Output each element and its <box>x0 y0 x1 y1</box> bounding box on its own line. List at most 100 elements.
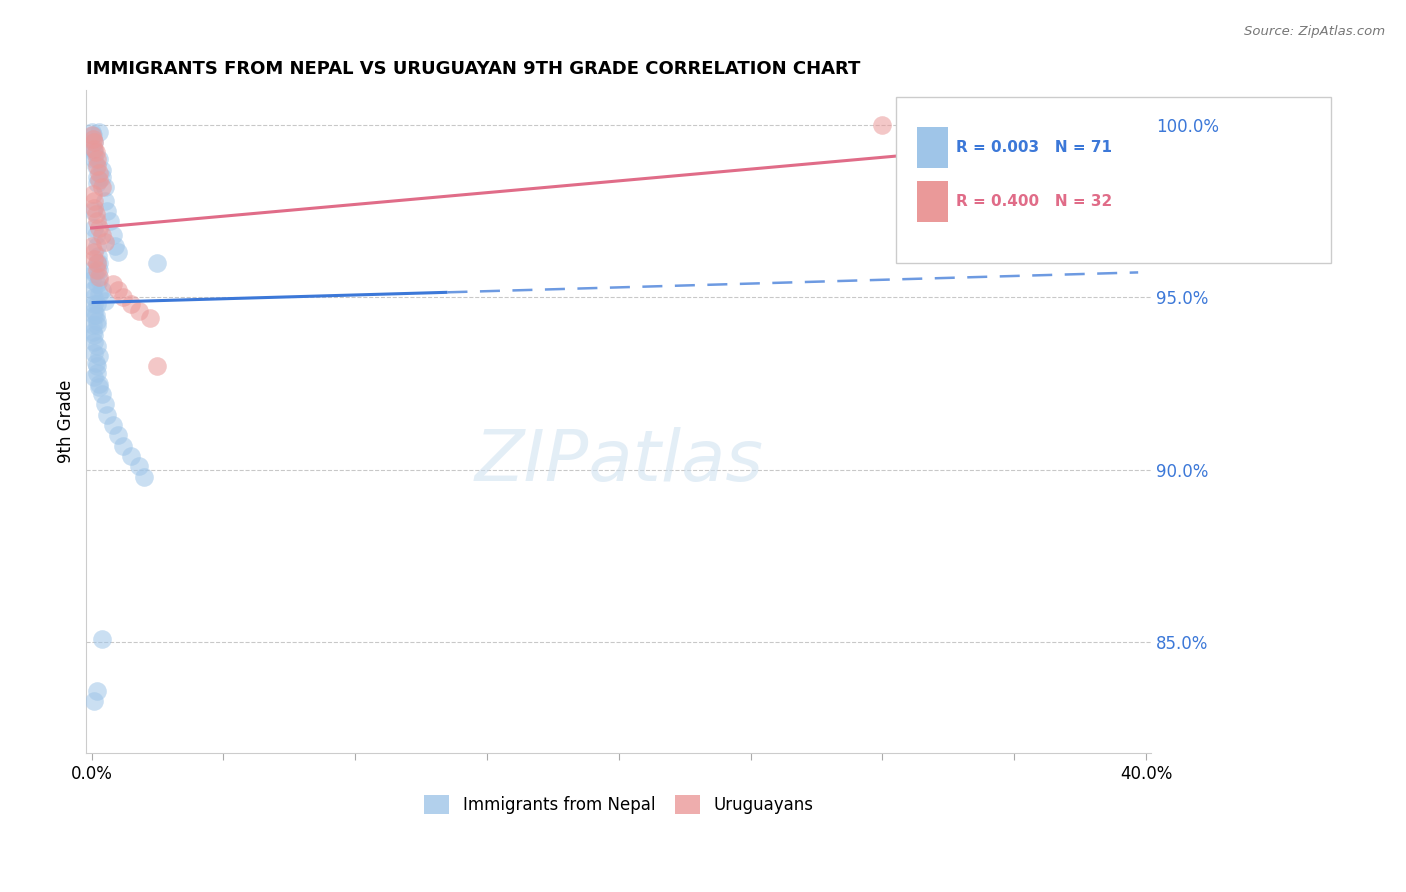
Point <box>83 142 105 156</box>
Point <box>107 428 129 442</box>
Point <box>89 349 111 363</box>
Point <box>83 694 105 708</box>
Point <box>80 128 103 142</box>
Point <box>80 125 103 139</box>
Point <box>86 153 108 167</box>
Point <box>89 221 111 235</box>
Point <box>91 387 114 401</box>
Point <box>82 142 104 156</box>
Point <box>83 153 105 167</box>
Point <box>101 228 124 243</box>
Point <box>86 256 108 270</box>
Point <box>83 245 105 260</box>
Point <box>101 417 124 432</box>
Point <box>86 683 108 698</box>
Point <box>83 304 105 318</box>
Point <box>101 277 124 291</box>
Point <box>82 273 104 287</box>
Point <box>83 252 105 267</box>
Point <box>86 297 108 311</box>
Point <box>83 145 105 160</box>
Point <box>86 318 108 332</box>
Point <box>93 235 115 249</box>
Y-axis label: 9th Grade: 9th Grade <box>58 380 75 463</box>
Point <box>83 290 105 304</box>
Point <box>84 207 107 221</box>
Point <box>84 356 107 370</box>
Point <box>128 459 150 474</box>
Point <box>86 314 108 328</box>
Point <box>86 177 108 191</box>
Point <box>89 173 111 187</box>
Point <box>91 284 114 298</box>
Point <box>134 469 156 483</box>
Point <box>84 159 107 173</box>
Point <box>91 632 114 646</box>
Bar <box>917 181 949 222</box>
Point <box>82 325 104 339</box>
Point <box>82 238 104 252</box>
Point <box>93 194 115 208</box>
Point <box>86 359 108 374</box>
Text: ZIPatlas: ZIPatlas <box>474 426 763 496</box>
Point <box>83 135 105 149</box>
Point <box>86 366 108 380</box>
Point <box>80 262 103 277</box>
Point <box>98 214 121 228</box>
Point <box>86 277 108 291</box>
Point <box>89 262 111 277</box>
Point <box>107 245 129 260</box>
Point <box>89 166 111 180</box>
Point <box>84 228 107 243</box>
Point <box>112 290 135 304</box>
Point <box>93 180 115 194</box>
Point <box>82 128 104 142</box>
Point <box>83 369 105 384</box>
Point <box>83 345 105 359</box>
Text: IMMIGRANTS FROM NEPAL VS URUGUAYAN 9TH GRADE CORRELATION CHART: IMMIGRANTS FROM NEPAL VS URUGUAYAN 9TH G… <box>86 60 860 78</box>
Point <box>96 204 118 219</box>
Point <box>86 338 108 352</box>
Text: R = 0.400   N = 32: R = 0.400 N = 32 <box>956 194 1112 209</box>
Point <box>93 293 115 308</box>
Point <box>89 286 111 301</box>
Point <box>89 153 111 167</box>
Point <box>91 162 114 177</box>
Point <box>146 359 169 374</box>
Point <box>872 118 894 132</box>
Point <box>86 262 108 277</box>
Point <box>83 297 105 311</box>
Bar <box>917 127 949 168</box>
Point <box>83 221 105 235</box>
Point <box>89 269 111 284</box>
Point <box>107 284 129 298</box>
Point <box>91 228 114 243</box>
Point <box>146 256 169 270</box>
Point <box>89 273 111 287</box>
Point <box>83 194 105 208</box>
Point <box>86 238 108 252</box>
Point <box>89 256 111 270</box>
Point <box>91 180 114 194</box>
Point <box>89 376 111 391</box>
Point <box>82 284 104 298</box>
Point <box>83 335 105 350</box>
Text: Source: ZipAtlas.com: Source: ZipAtlas.com <box>1244 25 1385 38</box>
FancyBboxPatch shape <box>896 97 1330 263</box>
Point <box>87 249 110 263</box>
Point <box>104 238 127 252</box>
Point <box>86 214 108 228</box>
Point <box>86 159 108 173</box>
Point <box>82 131 104 145</box>
Point <box>91 169 114 184</box>
Point <box>82 186 104 201</box>
Point <box>86 169 108 184</box>
Point <box>120 297 142 311</box>
Point <box>86 256 108 270</box>
Point <box>82 318 104 332</box>
Point <box>83 308 105 322</box>
Point <box>83 135 105 149</box>
Point <box>89 380 111 394</box>
Point <box>120 449 142 463</box>
Point <box>93 397 115 411</box>
